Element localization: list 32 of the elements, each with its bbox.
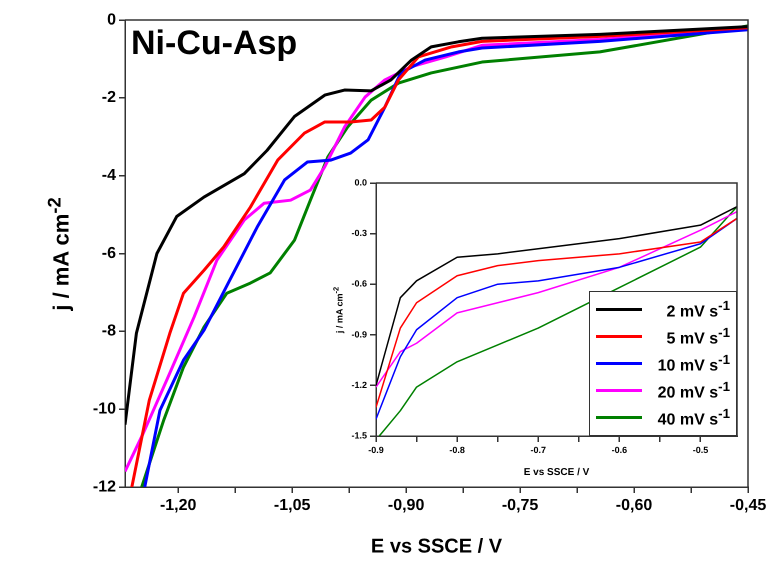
x-tick-label: -0,90 <box>388 497 424 514</box>
y-tick-label: -0.6 <box>351 278 367 289</box>
x-tick-label: -1,20 <box>160 497 197 514</box>
x-tick-label: -0.8 <box>449 444 465 455</box>
legend-label: 10 mV s$^{-1}$ <box>658 352 730 376</box>
x-tick-label: -0,75 <box>502 497 538 514</box>
x-tick-label: -0.7 <box>530 444 546 455</box>
y-tick-label: -0.9 <box>351 329 367 340</box>
x-tick-label: -0.6 <box>612 444 628 455</box>
legend-label: 20 mV s$^{-1}$ <box>658 378 730 402</box>
y-tick-label: -4 <box>102 167 116 184</box>
y-tick-label: -2 <box>102 89 116 106</box>
legend-label: 2 mV s$^{-1}$ <box>666 298 730 322</box>
y-tick-label: 0 <box>107 11 116 28</box>
x-tick-label: -0,45 <box>730 497 766 514</box>
y-tick-label: -1.5 <box>351 430 367 440</box>
x-tick-label: -0.9 <box>368 444 384 455</box>
x-axis-title: E vs SSCE / V <box>524 466 590 478</box>
legend-label: 5 mV s$^{-1}$ <box>666 324 730 348</box>
x-tick-label: -0,60 <box>616 497 652 514</box>
x-tick-label: -0.5 <box>692 444 708 455</box>
x-tick-label: -1,05 <box>274 497 310 514</box>
y-tick-label: -0.3 <box>351 228 367 238</box>
y-tick-label: -8 <box>102 322 116 340</box>
legend-label: 40 mV s$^{-1}$ <box>658 406 730 430</box>
y-tick-label: 0.0 <box>354 177 367 188</box>
y-tick-label: -10 <box>92 400 116 418</box>
y-tick-label: -1.2 <box>351 380 367 390</box>
y-tick-label: -12 <box>92 478 116 496</box>
x-axis-title: E vs SSCE / V <box>370 536 503 558</box>
y-tick-label: -6 <box>102 244 116 262</box>
annotation: Ni-Cu-Asp <box>131 24 298 63</box>
